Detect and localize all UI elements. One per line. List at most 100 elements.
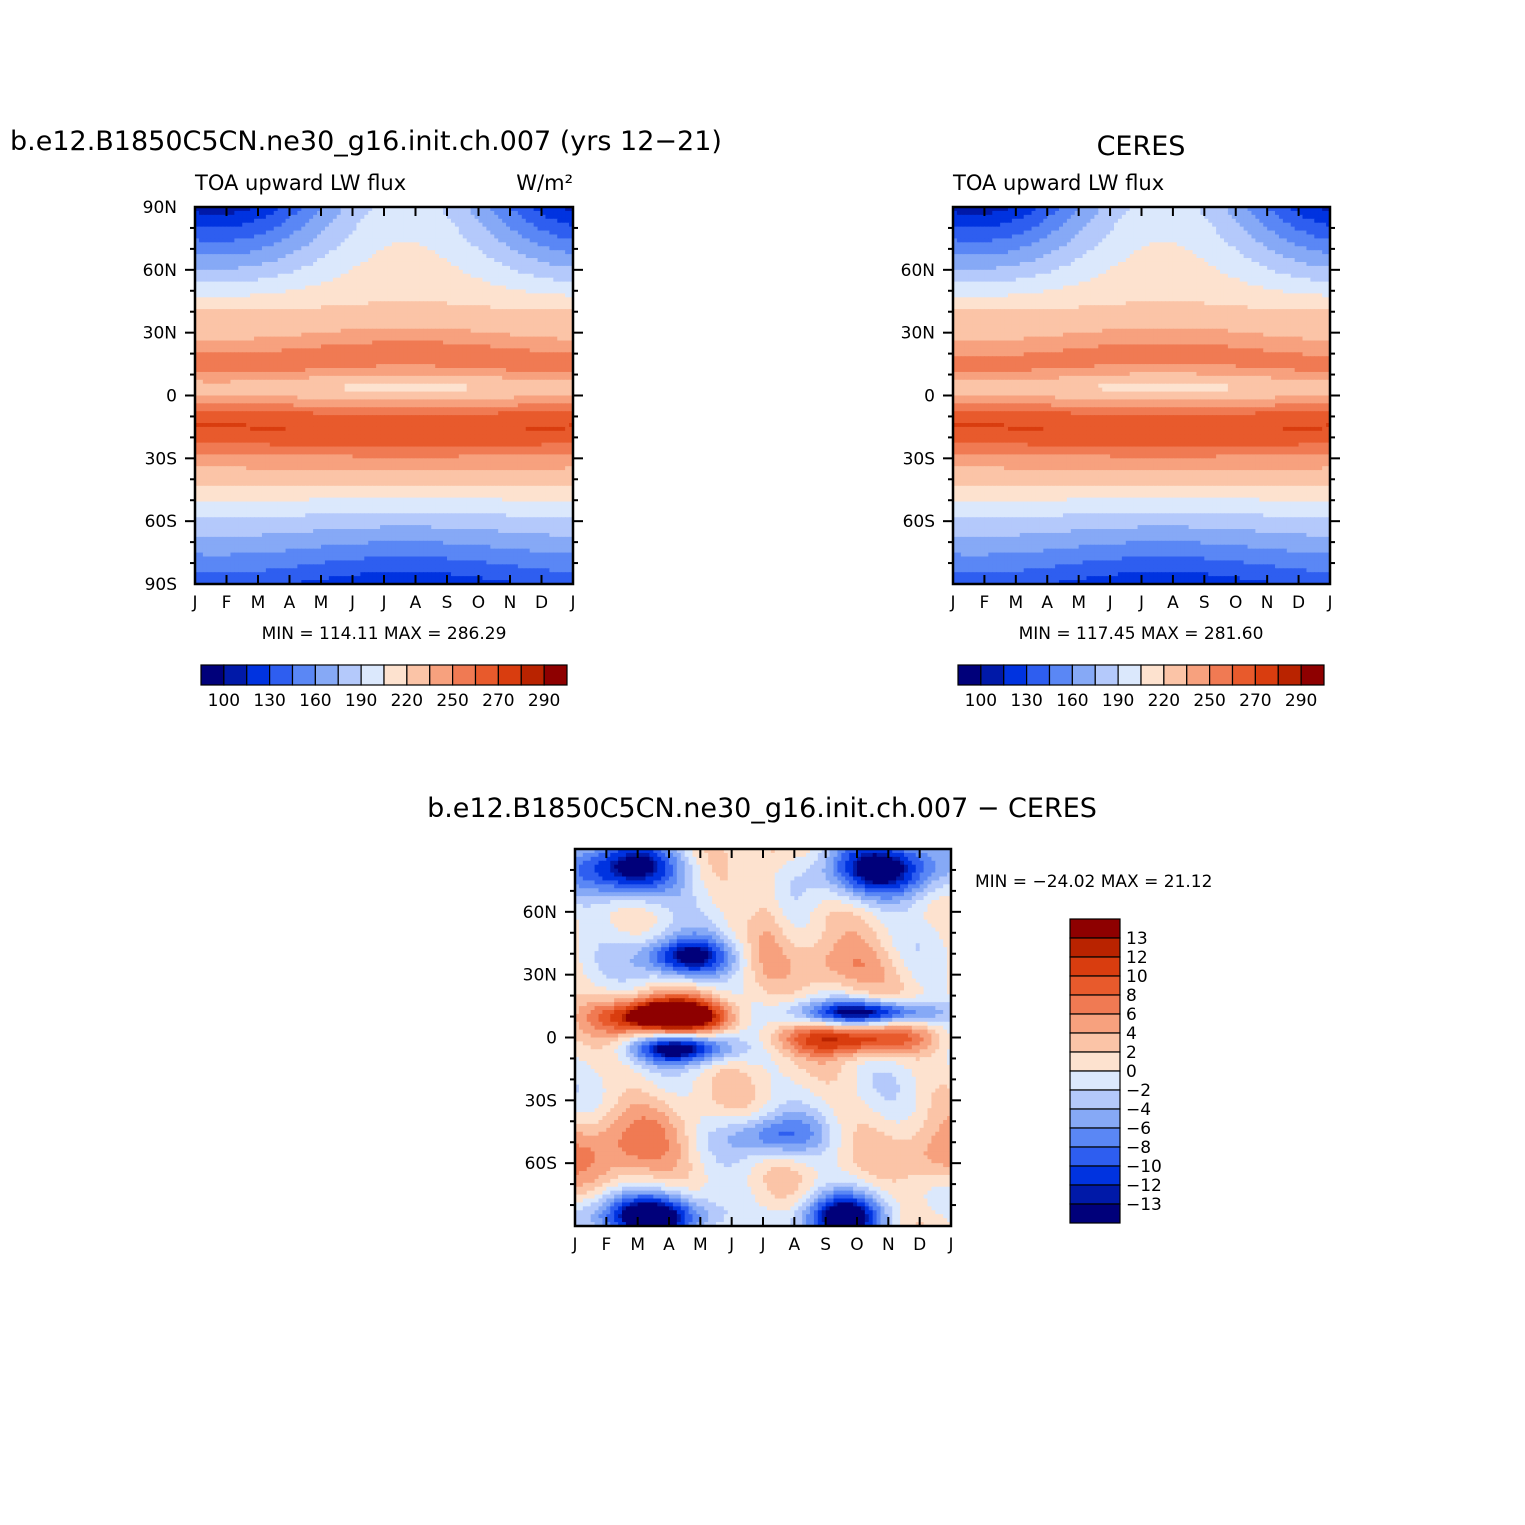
model-field-cell (549, 364, 554, 369)
model-field-cell (387, 395, 393, 401)
model-field-cell (234, 360, 239, 365)
model-field-cell (222, 344, 228, 349)
model-field-cell (222, 340, 228, 346)
model-field-cell (498, 258, 503, 263)
model-field-cell (242, 234, 247, 240)
model-field-cell (513, 371, 519, 377)
model-field-cell (384, 344, 389, 349)
model-field-cell (407, 207, 413, 212)
model-field-cell (439, 269, 444, 275)
model-field-cell (368, 340, 373, 346)
model-field-cell (254, 403, 259, 408)
model-field-cell (498, 399, 503, 404)
model-field-cell (313, 313, 318, 318)
model-field-cell (218, 285, 224, 291)
model-field-cell (242, 344, 247, 349)
model-field-cell (450, 360, 456, 365)
model-field-cell (525, 344, 531, 349)
model-field-cell (474, 218, 480, 224)
model-field-cell (214, 273, 220, 279)
model-field-cell (265, 250, 271, 255)
model-field-cell (250, 281, 255, 287)
model-field-cell (324, 407, 330, 412)
model-field-cell (529, 273, 535, 279)
model-field-cell (269, 261, 275, 267)
model-field-cell (439, 383, 444, 389)
model-field-cell (195, 309, 200, 314)
model-field-cell (285, 289, 291, 294)
model-field-cell (277, 395, 283, 401)
model-field-cell (372, 250, 377, 255)
model-field-cell (198, 246, 204, 251)
model-field-cell (435, 332, 440, 338)
model-field-cell (348, 246, 354, 251)
model-field-cell (517, 320, 523, 326)
model-field-cell (336, 324, 342, 330)
model-field-cell (277, 320, 283, 326)
model-field-cell (222, 371, 228, 377)
model-field-cell (195, 383, 200, 389)
model-field-cell (387, 320, 393, 326)
model-field-cell (517, 403, 523, 408)
model-field-cell (206, 305, 212, 310)
model-field-cell (218, 348, 224, 353)
model-field-cell (344, 265, 350, 271)
model-field-cell (344, 293, 350, 298)
model-field-cell (553, 226, 558, 232)
model-field-cell (234, 336, 239, 342)
model-field-cell (285, 277, 291, 283)
model-field-cell (431, 352, 436, 357)
model-field-cell (474, 207, 480, 212)
model-field-cell (336, 383, 342, 389)
model-field-cell (265, 269, 271, 275)
model-field-cell (265, 375, 271, 381)
model-field-cell (423, 324, 428, 330)
model-field-cell (198, 344, 204, 349)
model-field-cell (309, 285, 314, 291)
model-field-cell (549, 246, 554, 251)
model-field-cell (387, 356, 393, 361)
model-field-cell (332, 309, 338, 314)
model-field-cell (387, 371, 393, 377)
model-field-cell (372, 293, 377, 298)
model-field-cell (447, 230, 452, 236)
model-field-cell (387, 375, 393, 381)
model-field-cell (309, 403, 314, 408)
model-field-cell (222, 210, 228, 216)
model-field-cell (206, 360, 212, 365)
model-field-cell (462, 222, 468, 228)
model-field-cell (222, 222, 228, 228)
model-field-cell (301, 254, 306, 259)
model-field-cell (521, 293, 527, 298)
model-field-cell (565, 293, 570, 298)
model-field-cell (214, 356, 220, 361)
model-field-cell (399, 375, 405, 381)
model-field-cell (403, 356, 409, 361)
model-field-cell (478, 316, 484, 322)
model-field-cell (265, 403, 271, 408)
model-field-cell (399, 207, 405, 212)
model-field-cell (238, 387, 243, 393)
model-field-cell (372, 222, 377, 228)
model-field-cell (238, 368, 243, 373)
model-field-cell (529, 293, 535, 298)
model-field-cell (490, 352, 495, 357)
model-field-cell (517, 254, 523, 259)
model-field-cell (443, 313, 448, 318)
model-field-cell (466, 395, 472, 401)
model-field-cell (234, 313, 239, 318)
model-field-cell (537, 395, 543, 401)
model-field-cell (313, 250, 318, 255)
model-field-cell (202, 399, 208, 404)
model-field-cell (230, 210, 235, 216)
model-field-cell (529, 395, 535, 401)
model-field-cell (415, 230, 421, 236)
model-field-cell (549, 305, 554, 310)
model-field-cell (281, 297, 287, 302)
model-field-cell (301, 234, 306, 240)
model-field-cell (269, 254, 275, 259)
model-field-cell (565, 316, 570, 322)
model-field-cell (387, 269, 393, 275)
model-field-cell (360, 226, 365, 232)
model-field-cell (277, 234, 283, 240)
